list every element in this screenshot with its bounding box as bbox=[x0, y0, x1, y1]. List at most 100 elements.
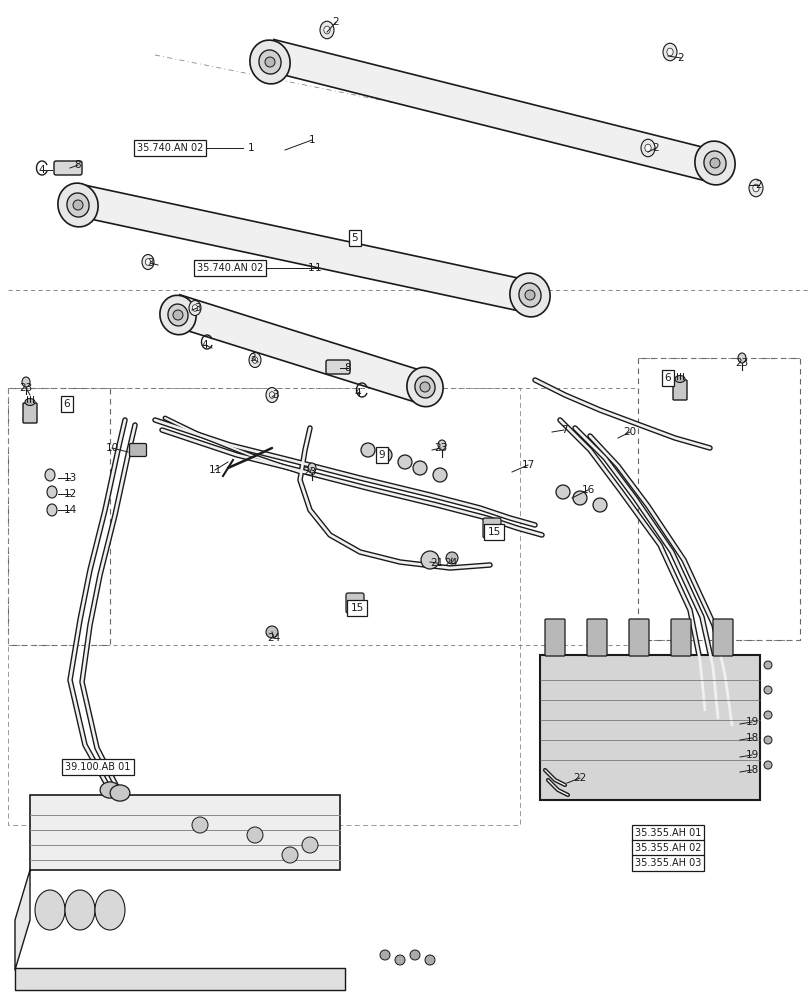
Text: 3: 3 bbox=[271, 390, 278, 400]
Text: 18: 18 bbox=[745, 765, 759, 775]
Ellipse shape bbox=[641, 139, 655, 157]
Ellipse shape bbox=[510, 273, 550, 317]
Ellipse shape bbox=[519, 283, 541, 307]
Ellipse shape bbox=[259, 50, 281, 74]
Text: 7: 7 bbox=[561, 425, 567, 435]
Ellipse shape bbox=[556, 485, 570, 499]
Circle shape bbox=[247, 827, 263, 843]
Circle shape bbox=[764, 661, 772, 669]
Text: 16: 16 bbox=[582, 485, 595, 495]
Ellipse shape bbox=[438, 440, 446, 450]
Ellipse shape bbox=[407, 367, 443, 407]
Ellipse shape bbox=[145, 259, 151, 265]
Text: 35.740.AN 02: 35.740.AN 02 bbox=[137, 143, 203, 153]
Circle shape bbox=[420, 382, 430, 392]
Ellipse shape bbox=[252, 357, 258, 363]
Text: 1: 1 bbox=[309, 135, 315, 145]
FancyBboxPatch shape bbox=[483, 518, 501, 538]
Text: 15: 15 bbox=[351, 603, 364, 613]
Text: 24: 24 bbox=[267, 633, 280, 643]
Circle shape bbox=[192, 817, 208, 833]
Ellipse shape bbox=[415, 376, 435, 398]
Text: 35.740.AN 02: 35.740.AN 02 bbox=[197, 263, 263, 273]
Text: 1: 1 bbox=[308, 263, 314, 273]
Text: 1: 1 bbox=[248, 143, 255, 153]
FancyBboxPatch shape bbox=[671, 619, 691, 656]
FancyBboxPatch shape bbox=[629, 619, 649, 656]
Ellipse shape bbox=[100, 782, 120, 798]
Circle shape bbox=[395, 955, 405, 965]
Text: 3: 3 bbox=[194, 303, 200, 313]
FancyBboxPatch shape bbox=[587, 619, 607, 656]
Text: 1: 1 bbox=[314, 263, 322, 273]
Ellipse shape bbox=[421, 551, 439, 569]
Text: 23: 23 bbox=[435, 443, 448, 453]
Text: 23: 23 bbox=[19, 383, 32, 393]
Text: 9: 9 bbox=[379, 450, 385, 460]
Ellipse shape bbox=[361, 443, 375, 457]
FancyBboxPatch shape bbox=[673, 380, 687, 400]
Ellipse shape bbox=[753, 184, 760, 192]
Text: 18: 18 bbox=[745, 733, 759, 743]
Ellipse shape bbox=[25, 398, 35, 406]
FancyBboxPatch shape bbox=[129, 444, 146, 456]
Ellipse shape bbox=[160, 295, 196, 335]
Text: 2: 2 bbox=[678, 53, 684, 63]
Ellipse shape bbox=[110, 785, 130, 801]
Circle shape bbox=[710, 158, 720, 168]
Ellipse shape bbox=[320, 21, 334, 39]
Ellipse shape bbox=[67, 193, 89, 217]
Text: 3: 3 bbox=[147, 258, 154, 268]
Circle shape bbox=[73, 200, 83, 210]
Ellipse shape bbox=[250, 40, 290, 84]
Circle shape bbox=[764, 761, 772, 769]
Ellipse shape bbox=[35, 890, 65, 930]
Ellipse shape bbox=[704, 151, 726, 175]
Text: 15: 15 bbox=[487, 527, 501, 537]
Text: 39.100.AB 01: 39.100.AB 01 bbox=[65, 762, 131, 772]
Ellipse shape bbox=[47, 504, 57, 516]
Text: 19: 19 bbox=[745, 717, 759, 727]
Ellipse shape bbox=[47, 486, 57, 498]
Text: 13: 13 bbox=[63, 473, 77, 483]
Ellipse shape bbox=[663, 43, 677, 61]
Text: 35.355.AH 03: 35.355.AH 03 bbox=[635, 858, 701, 868]
FancyBboxPatch shape bbox=[346, 593, 364, 613]
Ellipse shape bbox=[738, 353, 746, 363]
Ellipse shape bbox=[573, 491, 587, 505]
Circle shape bbox=[282, 847, 298, 863]
Polygon shape bbox=[170, 295, 435, 405]
Text: 2: 2 bbox=[333, 17, 339, 27]
Ellipse shape bbox=[58, 183, 98, 227]
Ellipse shape bbox=[324, 26, 330, 34]
Text: 2: 2 bbox=[653, 143, 659, 153]
Ellipse shape bbox=[266, 387, 278, 402]
Polygon shape bbox=[266, 39, 724, 184]
Polygon shape bbox=[15, 968, 345, 990]
Circle shape bbox=[266, 626, 278, 638]
Text: 4: 4 bbox=[355, 388, 361, 398]
Circle shape bbox=[173, 310, 183, 320]
Text: 35.355.AH 02: 35.355.AH 02 bbox=[635, 843, 701, 853]
Text: 6: 6 bbox=[665, 373, 671, 383]
Text: 8: 8 bbox=[345, 363, 351, 373]
Circle shape bbox=[446, 552, 458, 564]
Ellipse shape bbox=[22, 377, 30, 387]
Circle shape bbox=[302, 837, 318, 853]
Text: 8: 8 bbox=[74, 160, 82, 170]
Ellipse shape bbox=[695, 141, 735, 185]
Circle shape bbox=[764, 686, 772, 694]
Ellipse shape bbox=[749, 179, 763, 197]
Ellipse shape bbox=[95, 890, 125, 930]
Ellipse shape bbox=[65, 890, 95, 930]
Text: 2: 2 bbox=[755, 180, 762, 190]
Text: 11: 11 bbox=[208, 465, 221, 475]
Ellipse shape bbox=[433, 468, 447, 482]
Ellipse shape bbox=[667, 48, 673, 56]
Ellipse shape bbox=[45, 469, 55, 481]
FancyBboxPatch shape bbox=[23, 403, 37, 423]
FancyBboxPatch shape bbox=[545, 619, 565, 656]
Circle shape bbox=[265, 57, 275, 67]
Text: 22: 22 bbox=[574, 773, 587, 783]
Ellipse shape bbox=[398, 455, 412, 469]
